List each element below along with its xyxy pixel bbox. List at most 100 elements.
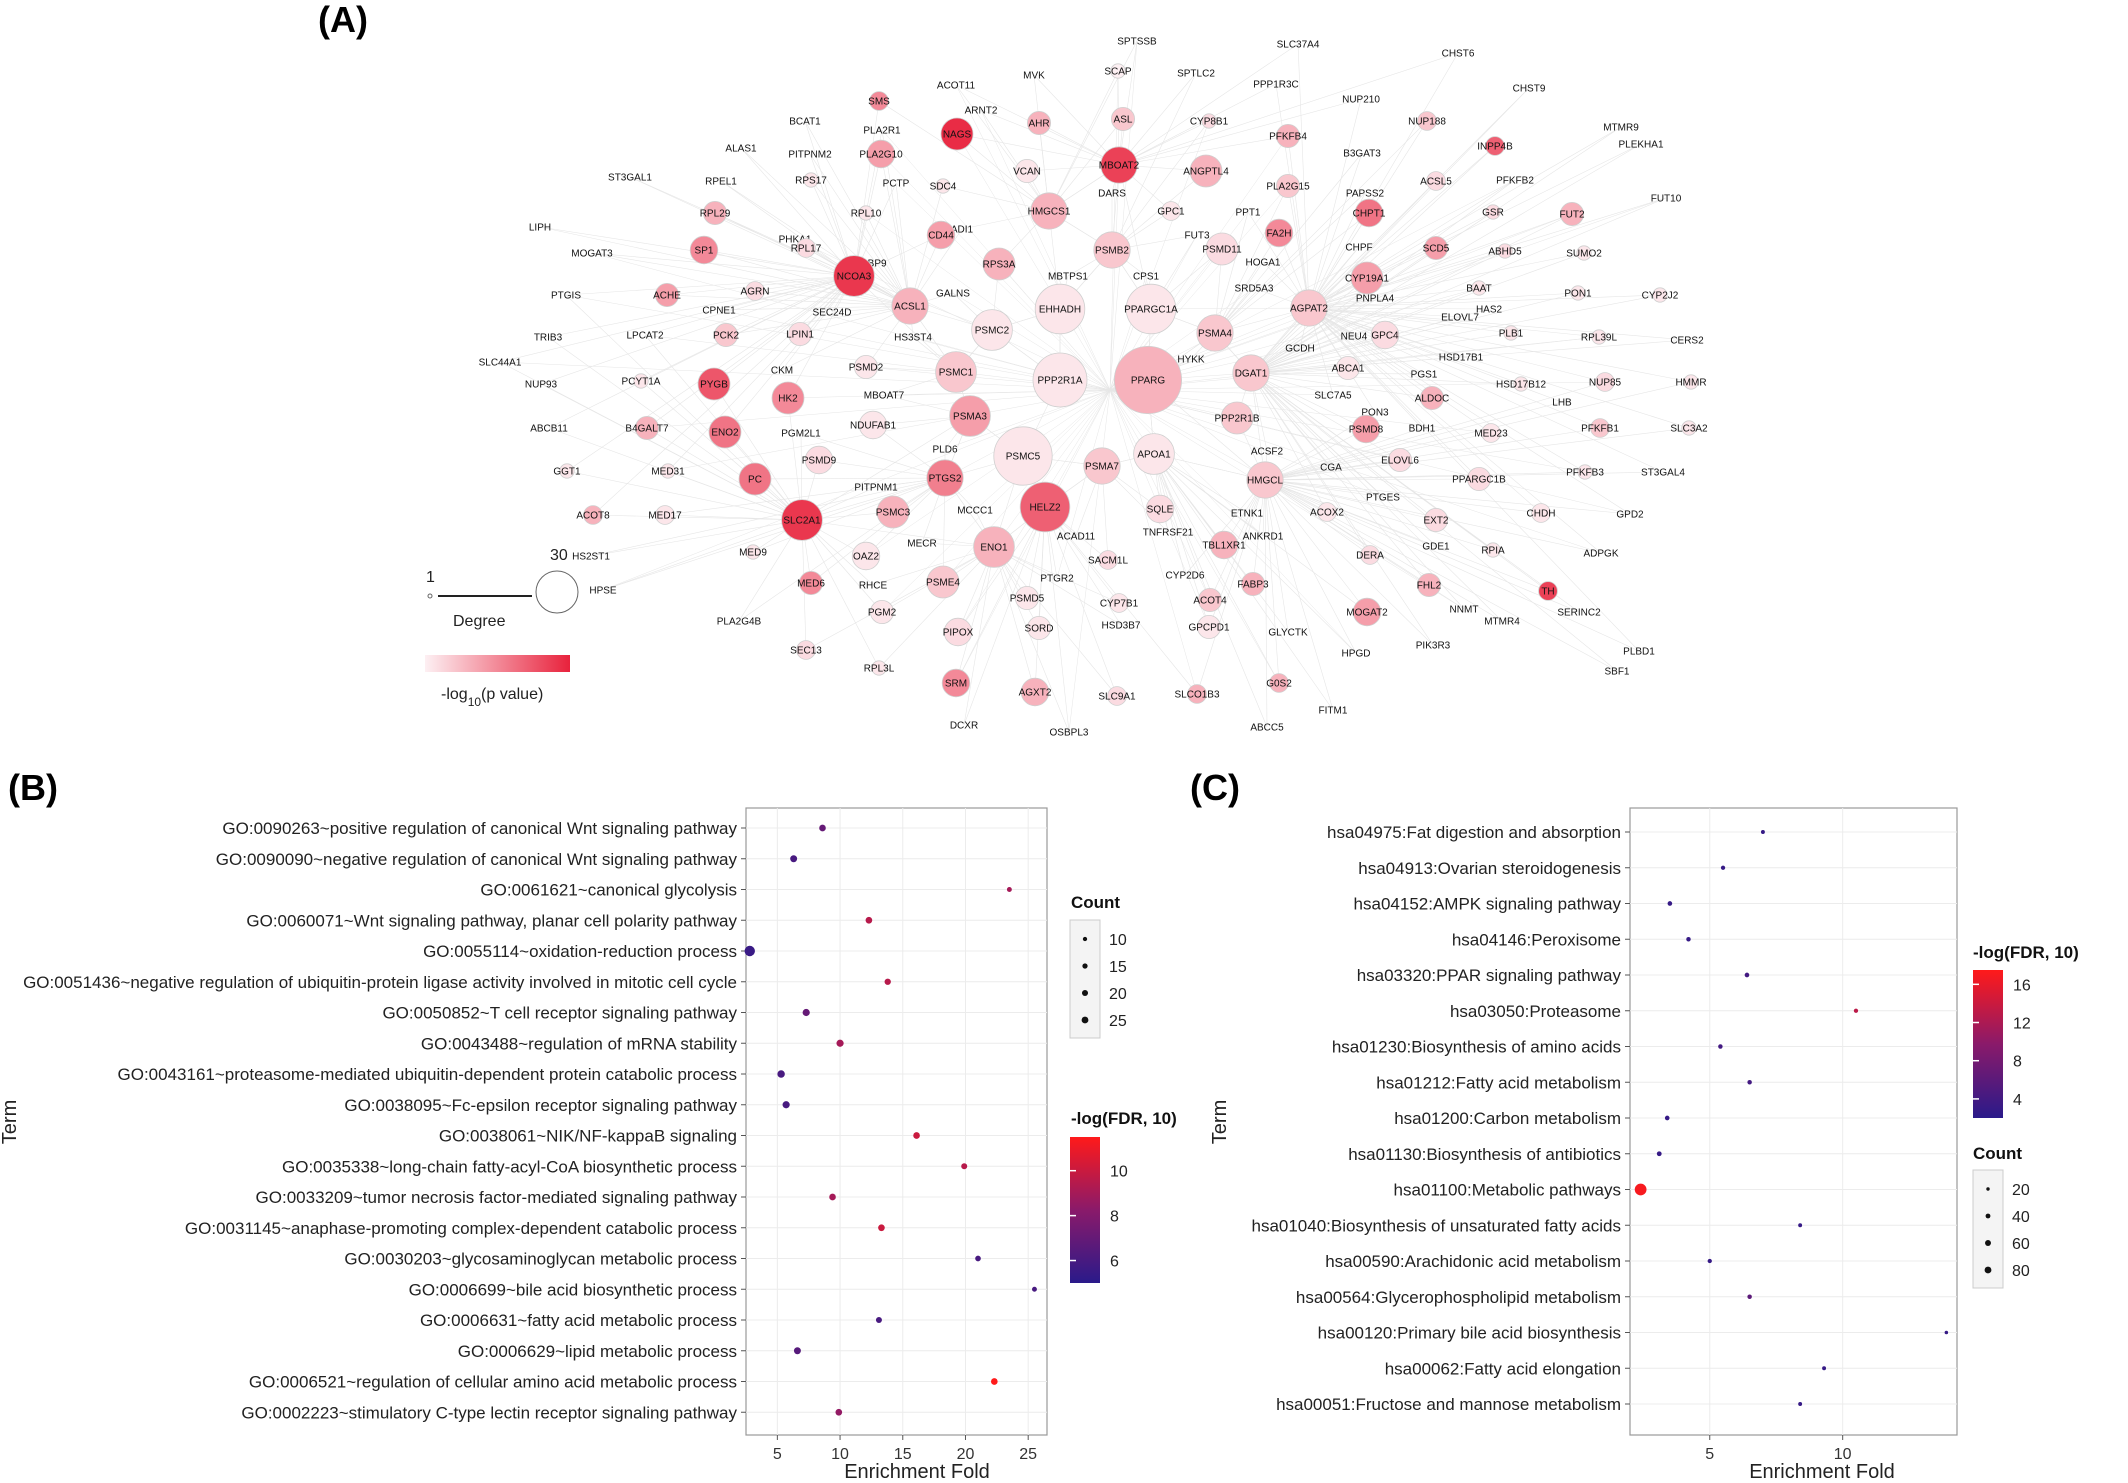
network-node-label: PCK2 <box>713 331 740 342</box>
network-edge <box>754 477 946 480</box>
pvalue-legend-title-sub: 10 <box>468 695 482 709</box>
network-node-circle <box>1351 414 1381 444</box>
network-edge <box>714 212 855 277</box>
network-edge <box>1264 479 1280 684</box>
network-node-slco1b3: SLCO1B3 <box>1174 684 1220 704</box>
network-edge <box>646 275 855 429</box>
network-edge <box>1308 307 1492 434</box>
network-node-label: PLA2G10 <box>859 150 903 161</box>
network-node-st3gal4: ST3GAL4 <box>1641 468 1685 479</box>
network-node-label: ASL <box>1114 115 1133 126</box>
network-node-circle <box>1161 201 1181 221</box>
network-edge <box>1287 185 1310 309</box>
network-node-hsd17b12: HSD17B12 <box>1496 376 1546 392</box>
network-node-label: AGPAT2 <box>1290 304 1328 315</box>
network-edge <box>591 252 911 307</box>
network-node-liph: LIPH <box>529 223 551 234</box>
network-node-dars: DARS <box>1098 189 1126 200</box>
network-edge <box>1264 428 1367 481</box>
network-node-circle <box>858 410 888 440</box>
network-node-rps17: RPS17 <box>795 172 827 188</box>
network-edge <box>1308 98 1362 309</box>
network-edge <box>1214 211 1249 334</box>
network-node-label: ACHE <box>653 291 681 302</box>
network-edge <box>547 275 855 338</box>
network-edge <box>1264 479 1289 633</box>
network-node-nup210: NUP210 <box>1342 95 1380 106</box>
network-edge <box>714 212 911 307</box>
pvalue-legend-title-suffix: (p value) <box>481 686 543 703</box>
network-edge <box>804 120 911 307</box>
network-node-label: EHHADH <box>1039 305 1081 316</box>
panel-b-x-axis-title: Enrichment Fold <box>844 1461 990 1483</box>
network-node-label: CYP2D6 <box>1166 571 1205 582</box>
network-edge <box>1250 287 1480 374</box>
network-node-label: GCDH <box>1285 344 1314 355</box>
network-node-fut2: FUT2 <box>1560 201 1585 226</box>
network-node-circle <box>935 178 951 194</box>
network-node-hsd17b1: HSD17B1 <box>1439 353 1484 364</box>
network-node-label: FUT3 <box>1185 231 1210 242</box>
network-node-cga: CGA <box>1320 463 1342 474</box>
network-edge <box>1214 192 1366 334</box>
network-edge <box>602 477 946 591</box>
network-edge <box>713 383 803 521</box>
network-node-srd5a3: SRD5A3 <box>1235 284 1274 295</box>
network-node-label: PFKFB1 <box>1581 424 1619 435</box>
network-node-label: RPS17 <box>795 176 827 187</box>
data-point <box>744 945 755 957</box>
network-node-label: FITM1 <box>1319 706 1348 717</box>
data-point <box>1760 830 1765 834</box>
network-edge <box>1184 479 1266 576</box>
network-edge <box>799 305 911 335</box>
network-edge <box>1264 479 1384 498</box>
network-node-th: TH <box>1538 581 1558 601</box>
network-node-label: SMS <box>868 97 890 108</box>
network-edge <box>1308 292 1579 309</box>
network-node-label: PPARGC1B <box>1452 475 1506 486</box>
network-node-circle <box>1241 572 1266 597</box>
network-node-gde1: GDE1 <box>1422 542 1450 553</box>
network-node-circle <box>689 235 719 265</box>
panel-b-x-ticks: 5 10 15 20 25 <box>773 1435 1037 1463</box>
network-node-elovl6: ELOVL6 <box>1381 447 1419 472</box>
network-edge <box>787 275 855 399</box>
network-edge <box>1250 197 1667 374</box>
network-node-label: ENO2 <box>711 428 739 439</box>
network-edge <box>1308 307 1664 473</box>
network-node-circle <box>1420 385 1445 410</box>
network-node-circle <box>1652 287 1668 303</box>
network-node-circle <box>1264 218 1294 248</box>
network-node-dera: DERA <box>1356 545 1384 565</box>
network-edge <box>629 176 855 277</box>
network-node-circle <box>1109 593 1129 613</box>
network-node-pla2g4b: PLA2G4B <box>717 617 762 628</box>
term-label: hsa04146:Peroxisome <box>1452 930 1621 949</box>
network-edge <box>1250 372 1503 622</box>
network-edge <box>993 546 1036 693</box>
network-node-psmc1: PSMC1 <box>935 351 977 393</box>
network-node-med23: MED23 <box>1474 423 1508 443</box>
network-node-hs3st4: HS3ST4 <box>894 333 932 344</box>
panel-c-fdr-legend-ticks: 4 8 12 16 <box>1973 977 2031 1109</box>
term-label: GO:0043488~regulation of mRNA stability <box>421 1034 738 1053</box>
network-node-sord: SORD <box>1025 616 1053 641</box>
network-node-label: LPCAT2 <box>626 331 663 342</box>
network-node-label: PSMC5 <box>1006 452 1041 463</box>
network-node-label: RHCE <box>859 581 888 592</box>
term-label: GO:0006629~lipid metabolic process <box>458 1342 737 1361</box>
network-node-label: PPT1 <box>1235 208 1260 219</box>
data-point <box>1656 1151 1662 1157</box>
network-edge <box>955 546 995 684</box>
network-node-circle <box>1590 418 1610 438</box>
network-node-gsr: GSR <box>1482 204 1504 220</box>
network-node-sbf1: SBF1 <box>1604 667 1629 678</box>
network-node-label: MED17 <box>648 511 682 522</box>
network-node-hmmr: HMMR <box>1675 374 1707 390</box>
network-edge <box>1118 40 1138 166</box>
network-node-rpl29: RPL29 <box>700 200 731 225</box>
network-node-label: SEC24D <box>813 308 852 319</box>
network-node-label: PHKA1 <box>779 235 812 246</box>
network-node-etnk1: ETNK1 <box>1231 509 1264 520</box>
network-node-label: OSBPL3 <box>1050 728 1089 739</box>
